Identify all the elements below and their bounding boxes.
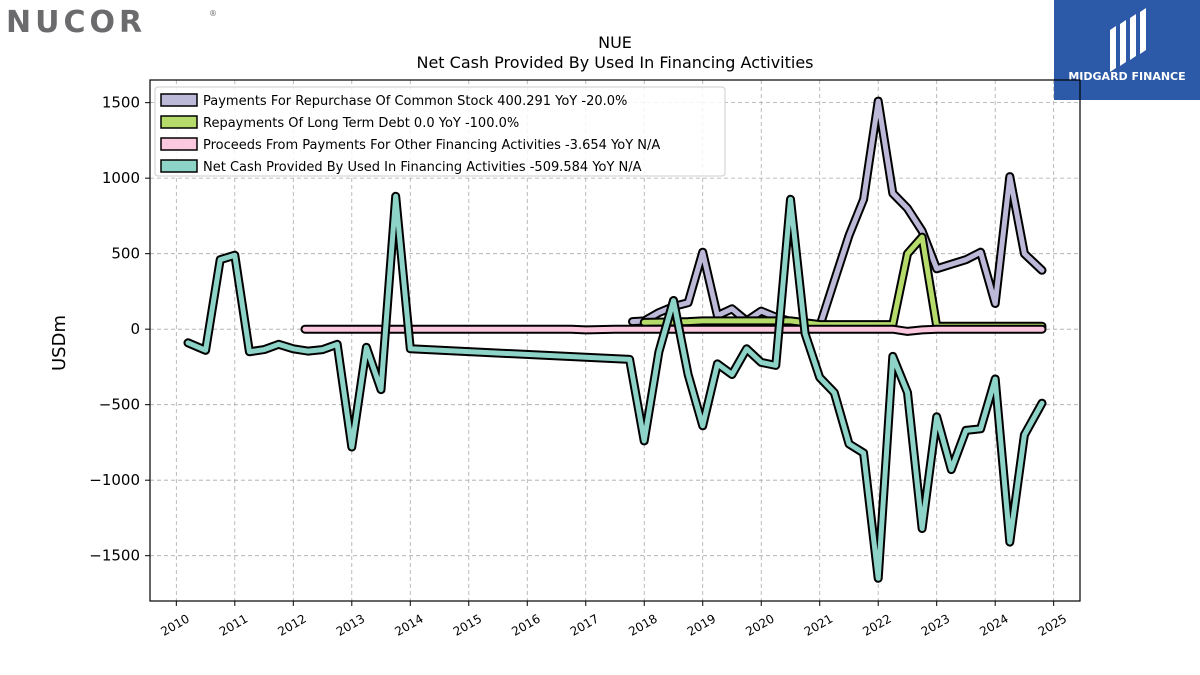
- y-tick-label: −500: [99, 396, 140, 414]
- legend-item: Net Cash Provided By Used In Financing A…: [160, 159, 642, 175]
- series-line: [630, 98, 1045, 329]
- chart-title: NUE: [598, 33, 632, 52]
- x-tick-label: 2018: [626, 611, 659, 638]
- legend-label: Proceeds From Payments For Other Financi…: [203, 138, 660, 153]
- legend-label: Payments For Repurchase Of Common Stock …: [203, 94, 627, 109]
- x-tick-label: 2015: [451, 611, 484, 638]
- legend: Payments For Repurchase Of Common Stock …: [154, 86, 726, 177]
- y-axis: 1500 1000 500 0 −500 −1000 −1500: [89, 94, 150, 565]
- plot-frame: [149, 79, 1081, 602]
- x-tick-label: 2025: [1036, 611, 1069, 638]
- legend-label: Net Cash Provided By Used In Financing A…: [203, 160, 642, 175]
- series-3: [300, 324, 1047, 336]
- x-tick-label: 2020: [743, 611, 776, 638]
- x-tick-label: 2023: [919, 611, 952, 638]
- x-axis: 2010 2011 2012 2013 2014 2015 2016 2017 2018 2019…: [158, 601, 1069, 639]
- chart-subtitle: Net Cash Provided By Used In Financing A…: [416, 53, 813, 72]
- legend-swatch: [160, 115, 198, 129]
- y-tick-label: 0: [130, 320, 140, 338]
- x-tick-label: 2024: [977, 611, 1010, 638]
- legend-item: Proceeds From Payments For Other Financi…: [160, 137, 660, 153]
- y-tick-label: 1500: [102, 94, 140, 112]
- y-tick-label: −1500: [89, 547, 140, 565]
- company-logo-text: NUCOR: [6, 5, 146, 36]
- y-tick-label: 1000: [102, 169, 140, 187]
- legend-swatch: [160, 93, 198, 107]
- series-1: [628, 96, 1047, 331]
- y-axis-label: USDm: [49, 315, 70, 371]
- x-tick-label: 2017: [568, 611, 601, 638]
- legend-swatch: [160, 137, 198, 151]
- legend-box: [154, 86, 726, 177]
- y-tick-label: −1000: [89, 471, 140, 489]
- x-tick-label: 2010: [158, 611, 191, 638]
- x-tick-label: 2019: [685, 611, 718, 638]
- series-4: [183, 191, 1047, 583]
- legend-swatch: [160, 159, 198, 173]
- series-line: [302, 326, 1045, 334]
- x-tick-label: 2013: [334, 611, 367, 638]
- x-tick-label: 2014: [392, 611, 425, 638]
- legend-item: Repayments Of Long Term Debt 0.0 YoY -10…: [160, 115, 519, 131]
- legend-item: Payments For Repurchase Of Common Stock …: [160, 93, 627, 109]
- company-logo-mark: ®: [209, 9, 216, 18]
- series-line: [185, 193, 1045, 581]
- x-tick-label: 2022: [860, 611, 893, 638]
- watermark-mark-icon: [1110, 8, 1146, 72]
- legend-label: Repayments Of Long Term Debt 0.0 YoY -10…: [203, 116, 519, 131]
- x-tick-label: 2021: [802, 611, 835, 638]
- y-tick-label: 500: [111, 245, 140, 263]
- watermark-logo: MIDGARD FINANCE: [1054, 0, 1200, 100]
- x-tick-label: 2016: [509, 611, 542, 638]
- plot-series: [183, 96, 1047, 583]
- company-logo: NUCOR ®: [6, 4, 217, 40]
- watermark-text: MIDGARD FINANCE: [1068, 70, 1185, 83]
- x-tick-label: 2011: [217, 611, 250, 638]
- x-tick-label: 2012: [275, 611, 308, 638]
